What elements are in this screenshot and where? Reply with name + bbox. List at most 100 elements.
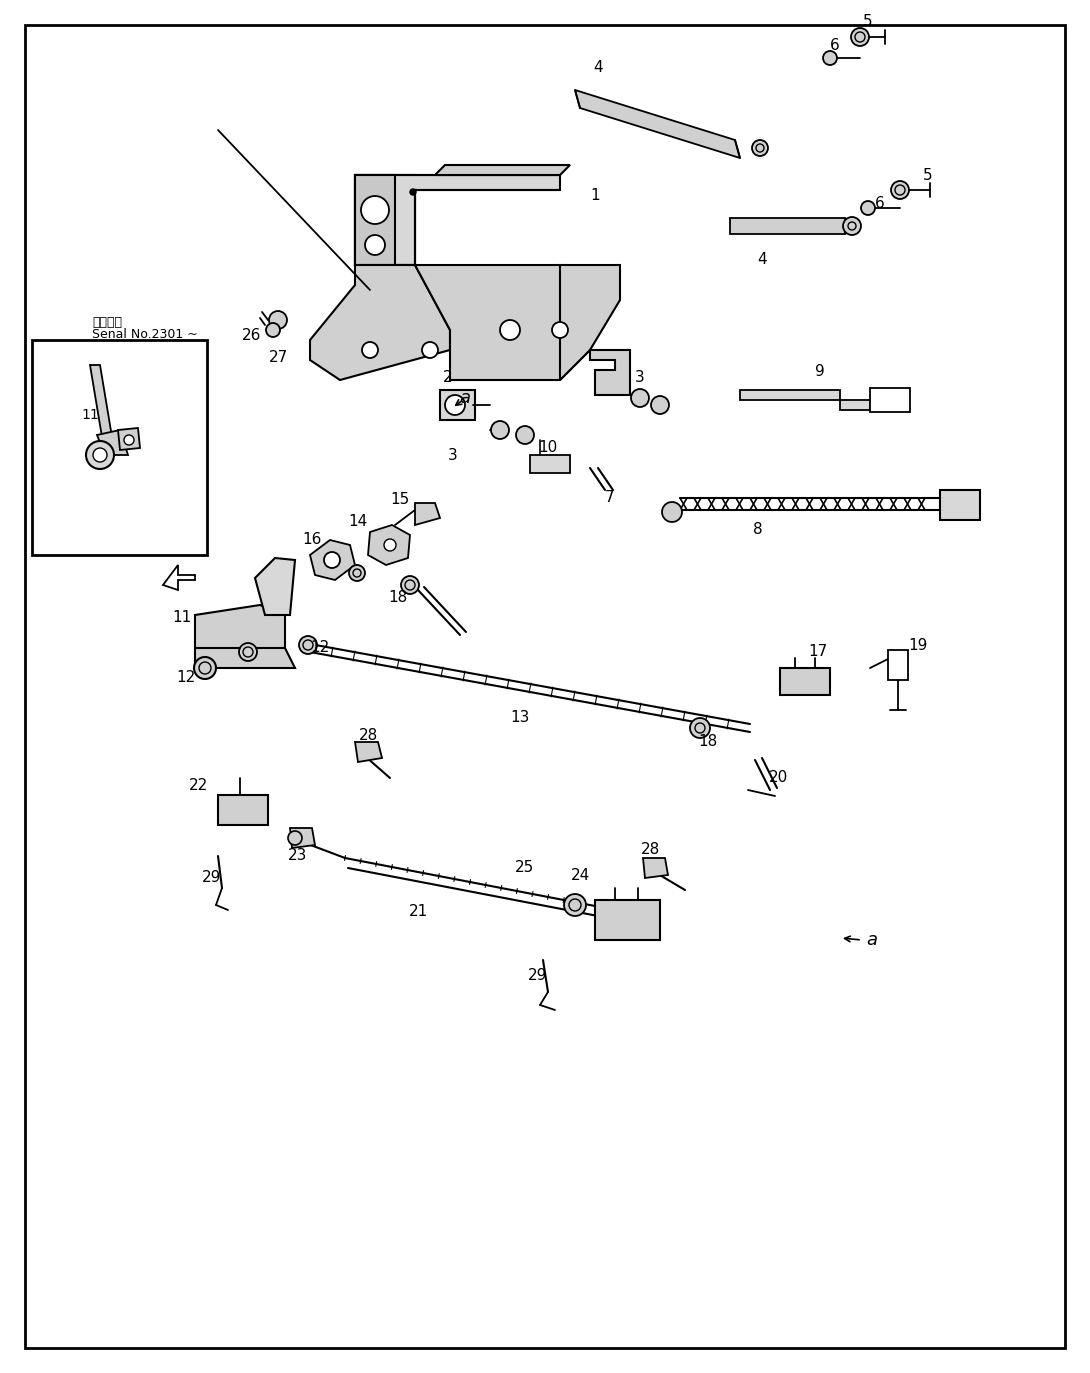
Polygon shape xyxy=(218,795,268,825)
Text: 2: 2 xyxy=(444,371,452,386)
Text: 17: 17 xyxy=(809,644,827,659)
Text: 3: 3 xyxy=(635,371,645,386)
Polygon shape xyxy=(118,428,140,450)
Text: 25: 25 xyxy=(516,861,534,876)
Text: 23: 23 xyxy=(289,847,307,862)
Text: 12: 12 xyxy=(311,640,329,655)
Circle shape xyxy=(851,27,869,47)
Polygon shape xyxy=(415,265,590,380)
Circle shape xyxy=(299,636,317,654)
Text: 4: 4 xyxy=(593,60,603,76)
Text: 18: 18 xyxy=(388,590,408,605)
Text: 3: 3 xyxy=(448,448,458,463)
Text: 24: 24 xyxy=(570,868,590,883)
Text: 1: 1 xyxy=(590,188,600,202)
Polygon shape xyxy=(255,557,295,615)
Circle shape xyxy=(86,441,114,470)
Polygon shape xyxy=(870,389,910,412)
Polygon shape xyxy=(164,566,195,590)
Polygon shape xyxy=(435,165,570,174)
Polygon shape xyxy=(643,858,668,877)
Text: 29: 29 xyxy=(203,870,221,886)
Polygon shape xyxy=(940,490,980,520)
Text: 13: 13 xyxy=(510,710,530,725)
Circle shape xyxy=(410,189,416,195)
Bar xyxy=(32,341,207,555)
Polygon shape xyxy=(415,503,440,524)
Text: 5: 5 xyxy=(923,168,933,183)
Polygon shape xyxy=(195,605,284,658)
Polygon shape xyxy=(440,390,475,420)
Text: 15: 15 xyxy=(390,493,410,508)
Text: 10: 10 xyxy=(538,441,558,456)
Polygon shape xyxy=(530,454,570,474)
Text: 適用号母: 適用号母 xyxy=(92,316,122,328)
Circle shape xyxy=(500,320,520,341)
Polygon shape xyxy=(355,174,415,265)
Text: 20: 20 xyxy=(768,770,788,785)
Circle shape xyxy=(239,643,257,660)
Text: 5: 5 xyxy=(863,15,873,29)
Polygon shape xyxy=(310,265,450,380)
Text: 11: 11 xyxy=(81,408,99,422)
Polygon shape xyxy=(590,350,630,395)
Circle shape xyxy=(93,448,107,461)
Circle shape xyxy=(266,323,280,336)
Text: 7: 7 xyxy=(605,490,615,505)
Polygon shape xyxy=(290,828,315,849)
Polygon shape xyxy=(97,430,128,454)
Circle shape xyxy=(288,831,302,844)
Text: 12: 12 xyxy=(177,670,195,685)
Circle shape xyxy=(422,342,438,358)
Polygon shape xyxy=(90,365,116,454)
Text: Senal No.2301 ~: Senal No.2301 ~ xyxy=(92,328,197,342)
Circle shape xyxy=(861,200,875,216)
Polygon shape xyxy=(355,174,395,265)
Polygon shape xyxy=(780,669,829,695)
Text: 29: 29 xyxy=(529,968,547,983)
Circle shape xyxy=(269,312,287,330)
Text: 18: 18 xyxy=(699,735,717,750)
Circle shape xyxy=(891,181,909,199)
Polygon shape xyxy=(576,91,740,158)
Polygon shape xyxy=(355,741,382,762)
Circle shape xyxy=(401,577,419,595)
Circle shape xyxy=(349,566,365,581)
Polygon shape xyxy=(195,648,295,669)
Polygon shape xyxy=(740,390,870,411)
Polygon shape xyxy=(560,265,620,380)
Polygon shape xyxy=(888,649,908,680)
Circle shape xyxy=(124,435,134,445)
Text: 28: 28 xyxy=(359,728,377,743)
Polygon shape xyxy=(355,174,560,265)
Text: 26: 26 xyxy=(242,328,262,342)
Text: a: a xyxy=(460,389,471,406)
Text: 6: 6 xyxy=(831,37,840,52)
Circle shape xyxy=(651,395,669,415)
Text: 4: 4 xyxy=(758,253,766,268)
Circle shape xyxy=(445,395,465,415)
Circle shape xyxy=(516,426,534,443)
Text: 28: 28 xyxy=(641,843,659,858)
Text: 21: 21 xyxy=(409,905,427,920)
Polygon shape xyxy=(730,218,845,233)
Text: 19: 19 xyxy=(908,637,928,652)
Polygon shape xyxy=(595,899,661,941)
Polygon shape xyxy=(368,524,410,566)
Circle shape xyxy=(490,422,509,439)
Circle shape xyxy=(843,217,861,235)
Text: 11: 11 xyxy=(172,611,192,626)
Text: a: a xyxy=(867,931,877,949)
Text: 27: 27 xyxy=(268,350,288,365)
Circle shape xyxy=(752,140,768,157)
Circle shape xyxy=(631,389,649,406)
Circle shape xyxy=(194,658,216,680)
Circle shape xyxy=(564,894,586,916)
Text: 8: 8 xyxy=(753,523,763,537)
Circle shape xyxy=(690,718,710,739)
Circle shape xyxy=(324,552,340,568)
Circle shape xyxy=(662,503,682,522)
Text: 6: 6 xyxy=(875,195,885,210)
Circle shape xyxy=(384,540,396,551)
Text: 16: 16 xyxy=(302,533,322,548)
